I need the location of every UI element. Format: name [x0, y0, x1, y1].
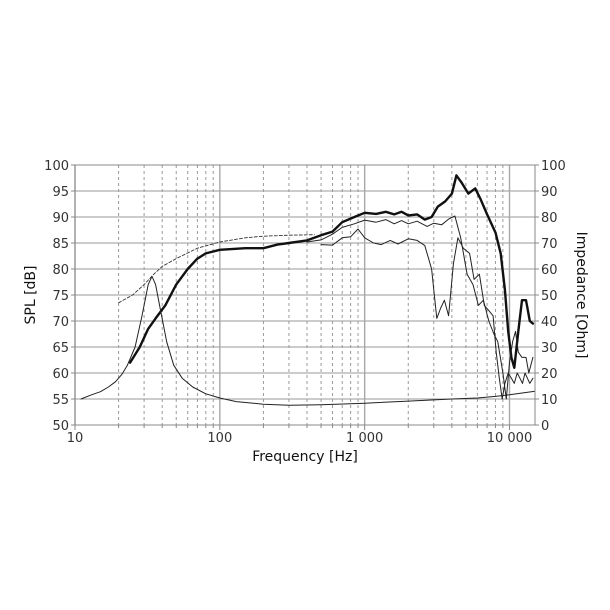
- tick-label-left: 65: [52, 341, 69, 356]
- curve-impedance: [80, 275, 536, 406]
- right-axis-ticks: 0 10 20 30 40 50 60 70 80 90 100: [535, 159, 566, 434]
- tick-label-bottom: 100: [207, 431, 232, 446]
- tick-label-right: 70: [541, 237, 558, 252]
- tick-label-right: 90: [541, 185, 558, 200]
- tick-label-left: 80: [52, 263, 69, 278]
- tick-label-right: 30: [541, 341, 558, 356]
- tick-label-left: 55: [52, 393, 69, 408]
- tick-label-bottom: 1 000: [346, 431, 383, 446]
- tick-label-left: 95: [52, 185, 69, 200]
- tick-label-left: 100: [44, 159, 69, 174]
- tick-label-right: 40: [541, 315, 558, 330]
- plot-curves: [80, 174, 536, 406]
- y-left-axis-title: SPL [dB]: [23, 266, 39, 325]
- tick-label-bottom: 10: [67, 431, 84, 446]
- curve-spl-60-deg: [320, 228, 534, 400]
- y-right-axis-title: Impedance [Ohm]: [573, 232, 589, 359]
- tick-label-left: 50: [52, 419, 69, 434]
- x-axis-title: Frequency [Hz]: [252, 449, 358, 465]
- left-axis-ticks: 50 55 60 65 70 75 80 85 90 95 100: [44, 159, 75, 434]
- tick-label-right: 60: [541, 263, 558, 278]
- tick-label-left: 75: [52, 289, 69, 304]
- tick-label-right: 100: [541, 159, 566, 174]
- tick-label-right: 50: [541, 289, 558, 304]
- tick-label-left: 60: [52, 367, 69, 382]
- curve-spl-30-deg: [306, 215, 534, 400]
- tick-label-bottom: 10 000: [487, 431, 533, 446]
- tick-label-left: 85: [52, 237, 69, 252]
- tick-label-left: 90: [52, 211, 69, 226]
- curve-free-air-spl-dashed: [118, 234, 315, 304]
- plot-grid: [74, 164, 535, 426]
- x-axis-ticks: 10 100 1 000 10 000: [67, 425, 533, 446]
- tick-label-right: 80: [541, 211, 558, 226]
- tick-label-left: 70: [52, 315, 69, 330]
- tick-label-right: 0: [541, 419, 549, 434]
- curve-spl-on-axis: [128, 174, 535, 369]
- tick-label-right: 10: [541, 393, 558, 408]
- tick-label-right: 20: [541, 367, 558, 382]
